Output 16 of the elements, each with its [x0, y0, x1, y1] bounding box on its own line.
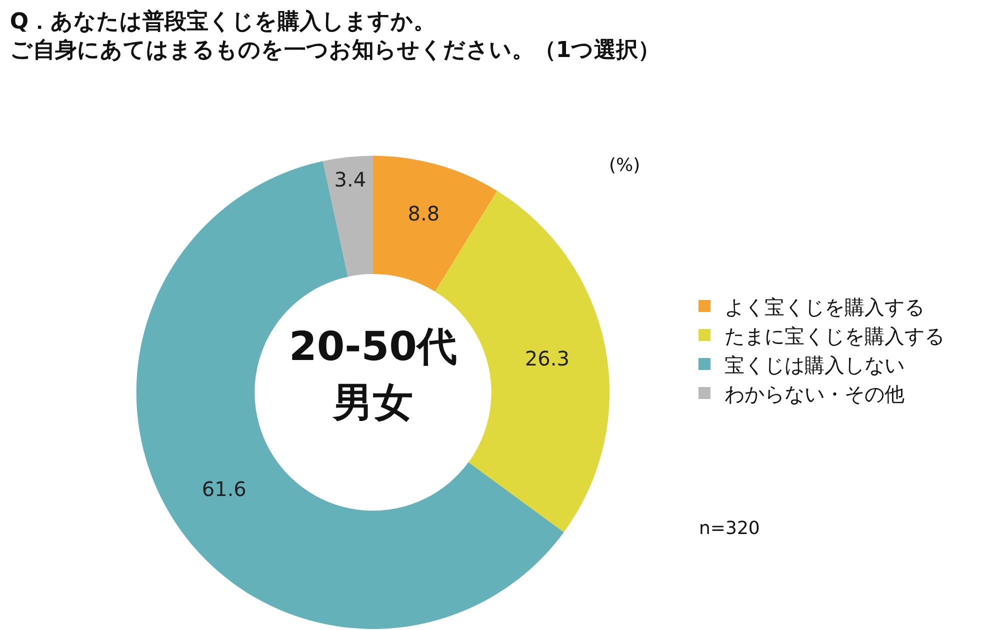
- text: 男女: [332, 380, 413, 426]
- data-label: 26.3: [524, 346, 570, 370]
- legend-label: たまに宝くじを購入する: [724, 324, 944, 348]
- text: n=320: [699, 518, 760, 539]
- data-label: 3.4: [334, 168, 366, 192]
- donut-slice: [322, 156, 373, 277]
- legend-label: わからない・その他: [724, 382, 904, 406]
- text: 20-50代: [289, 324, 457, 370]
- chart-title: Q．あなたは普段宝くじを購入しますか。: [10, 8, 436, 34]
- data-label: 61.6: [202, 476, 246, 501]
- data-label: 8.8: [408, 201, 440, 226]
- text: (%): [609, 155, 640, 176]
- chart-subtitle: ご自身にあてはまるものを一つお知らせください。（1つ選択）: [10, 38, 660, 63]
- legend-label: よく宝くじを購入する: [724, 294, 924, 319]
- legend-label: 宝くじは購入しない: [724, 352, 904, 377]
- donut-slice: [372, 156, 498, 292]
